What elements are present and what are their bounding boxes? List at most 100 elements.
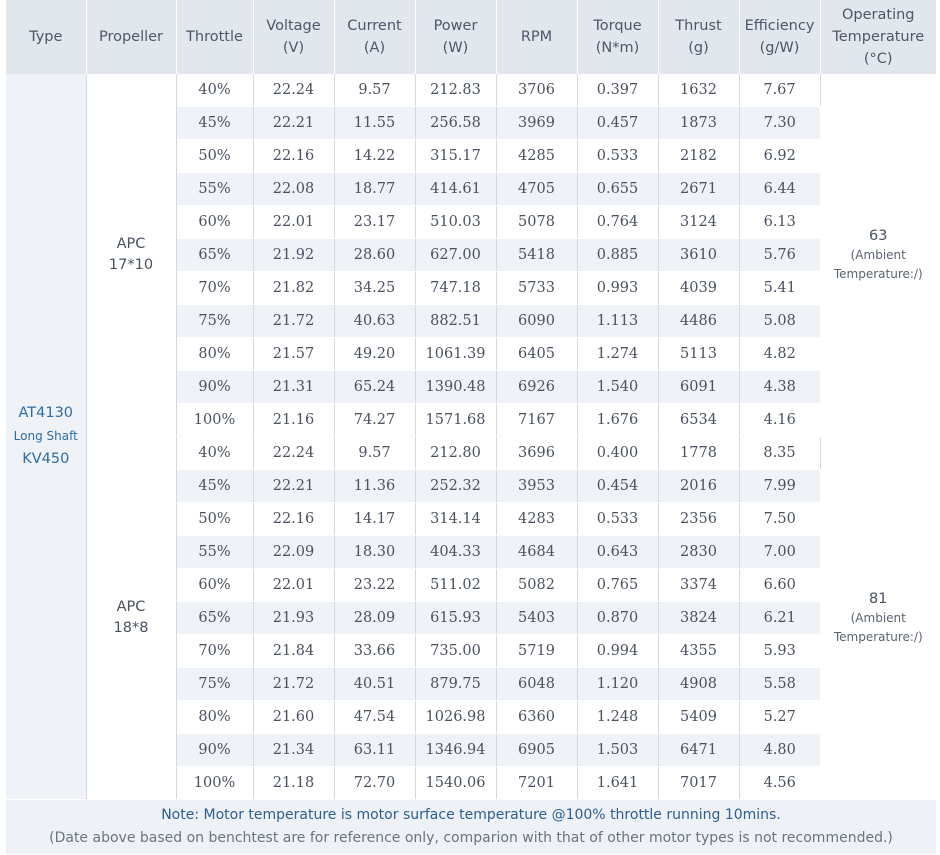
cell-torque: 0.457 bbox=[577, 106, 659, 140]
column-header-line: (N*m) bbox=[595, 40, 640, 56]
cell-efficiency: 6.44 bbox=[739, 172, 820, 206]
cell-current: 40.51 bbox=[334, 667, 416, 701]
cell-voltage: 21.60 bbox=[253, 700, 335, 734]
cell-thrust: 1778 bbox=[658, 436, 740, 470]
cell-torque: 1.120 bbox=[577, 667, 659, 701]
cell-thrust: 3610 bbox=[658, 238, 740, 272]
cell-thrust: 4908 bbox=[658, 667, 740, 701]
column-header-line: Efficiency bbox=[744, 18, 815, 34]
column-header-line: RPM bbox=[520, 29, 553, 45]
column-header-line: Throttle bbox=[186, 29, 243, 45]
cell-thrust: 5409 bbox=[658, 700, 740, 734]
cell-thrust: 2671 bbox=[658, 172, 740, 206]
cell-power: 735.00 bbox=[415, 634, 497, 668]
column-header-line: Temperature bbox=[832, 29, 925, 45]
cell-voltage: 21.57 bbox=[253, 337, 335, 371]
cell-rpm: 6405 bbox=[496, 337, 578, 371]
column-header-rpm: RPM bbox=[496, 0, 578, 74]
cell-rpm: 6048 bbox=[496, 667, 578, 701]
cell-throttle: 55% bbox=[176, 535, 254, 569]
cell-efficiency: 4.80 bbox=[739, 733, 820, 767]
cell-torque: 0.765 bbox=[577, 568, 659, 602]
cell-efficiency: 4.16 bbox=[739, 403, 820, 437]
table-row: 45% 22.21 11.55 256.58 3969 0.457 1873 7.30 bbox=[6, 106, 936, 140]
column-header-line: Torque bbox=[593, 18, 642, 34]
cell-rpm: 3696 bbox=[496, 436, 578, 470]
cell-power: 212.80 bbox=[415, 436, 497, 470]
propeller-line: APC bbox=[116, 236, 146, 252]
cell-power: 252.32 bbox=[415, 469, 497, 503]
cell-power: 404.33 bbox=[415, 535, 497, 569]
cell-rpm: 5078 bbox=[496, 205, 578, 239]
column-header-thrust: Thrust (g) bbox=[658, 0, 740, 74]
cell-rpm: 5719 bbox=[496, 634, 578, 668]
ambient-temperature-note: (Ambient bbox=[850, 610, 906, 625]
cell-torque: 0.764 bbox=[577, 205, 659, 239]
cell-efficiency: 5.58 bbox=[739, 667, 820, 701]
cell-throttle: 80% bbox=[176, 700, 254, 734]
cell-efficiency: 7.67 bbox=[739, 74, 821, 107]
cell-throttle: 80% bbox=[176, 337, 254, 371]
cell-efficiency: 7.00 bbox=[739, 535, 820, 569]
table-row: 45% 22.21 11.36 252.32 3953 0.454 2016 7.99 bbox=[6, 469, 936, 503]
cell-thrust: 2830 bbox=[658, 535, 740, 569]
propeller-line: 17*10 bbox=[108, 257, 154, 273]
table-row: 50% 22.16 14.17 314.14 4283 0.533 2356 7.50 bbox=[6, 502, 936, 536]
column-header-line: Propeller bbox=[98, 29, 164, 45]
ambient-temperature-note: Temperature:/) bbox=[833, 266, 923, 281]
cell-voltage: 21.92 bbox=[253, 238, 335, 272]
cell-voltage: 21.31 bbox=[253, 370, 335, 404]
cell-thrust: 4355 bbox=[658, 634, 740, 668]
table-row: 60% 22.01 23.22 511.02 5082 0.765 3374 6.60 bbox=[6, 568, 936, 602]
cell-throttle: 40% bbox=[176, 74, 254, 107]
cell-efficiency: 7.99 bbox=[739, 469, 820, 503]
cell-rpm: 6926 bbox=[496, 370, 578, 404]
column-header-type: Type bbox=[6, 0, 87, 74]
note-line-2: (Date above based on benchtest are for r… bbox=[49, 830, 893, 846]
cell-rpm: 3953 bbox=[496, 469, 578, 503]
cell-throttle: 50% bbox=[176, 502, 254, 536]
cell-power: 1026.98 bbox=[415, 700, 497, 734]
cell-thrust: 3374 bbox=[658, 568, 740, 602]
cell-power: 1390.48 bbox=[415, 370, 497, 404]
cell-throttle: 100% bbox=[176, 766, 254, 800]
cell-throttle: 75% bbox=[176, 304, 254, 338]
table-row: 60% 22.01 23.17 510.03 5078 0.764 3124 6.13 bbox=[6, 205, 936, 239]
cell-rpm: 5403 bbox=[496, 601, 578, 635]
cell-throttle: 65% bbox=[176, 601, 254, 635]
column-header-line: Type bbox=[29, 29, 63, 45]
column-header-line: (°C) bbox=[863, 51, 893, 67]
cell-rpm: 4285 bbox=[496, 139, 578, 173]
column-header-power: Power (W) bbox=[415, 0, 497, 74]
column-header-line: Voltage bbox=[266, 18, 321, 34]
cell-voltage: 22.01 bbox=[253, 205, 335, 239]
cell-rpm: 3969 bbox=[496, 106, 578, 140]
table-row: 100% 21.18 72.70 1540.06 7201 1.641 7017 4.56 bbox=[6, 766, 936, 800]
cell-current: 9.57 bbox=[334, 74, 416, 107]
motor-type-line: AT4130 bbox=[18, 405, 74, 421]
cell-throttle: 75% bbox=[176, 667, 254, 701]
cell-voltage: 21.18 bbox=[253, 766, 335, 800]
cell-torque: 0.454 bbox=[577, 469, 659, 503]
motor-test-table: Type Propeller Throttle Voltage (V) Current (A… bbox=[6, 0, 936, 855]
motor-type-line: Long Shaft bbox=[13, 429, 78, 443]
cell-rpm: 4705 bbox=[496, 172, 578, 206]
cell-rpm: 4684 bbox=[496, 535, 578, 569]
cell-power: 314.14 bbox=[415, 502, 497, 536]
table-row: APC 18*8 40% 22.24 9.57 212.80 3696 0.400 1778 8.… bbox=[6, 436, 936, 800]
cell-throttle: 55% bbox=[176, 172, 254, 206]
cell-current: 65.24 bbox=[334, 370, 416, 404]
cell-thrust: 1632 bbox=[658, 74, 740, 107]
table-row: 80% 21.60 47.54 1026.98 6360 1.248 5409 5.27 bbox=[6, 700, 936, 734]
cell-current: 9.57 bbox=[334, 436, 416, 470]
cell-efficiency: 6.13 bbox=[739, 205, 820, 239]
propeller-cell: APC 17*10 bbox=[86, 74, 177, 437]
cell-current: 40.63 bbox=[334, 304, 416, 338]
header-row: Type Propeller Throttle Voltage (V) Current (A… bbox=[6, 0, 936, 74]
cell-thrust: 3824 bbox=[658, 601, 740, 635]
cell-throttle: 70% bbox=[176, 634, 254, 668]
cell-power: 615.93 bbox=[415, 601, 497, 635]
cell-thrust: 6534 bbox=[658, 403, 740, 437]
table-row: 75% 21.72 40.51 879.75 6048 1.120 4908 5.58 bbox=[6, 667, 936, 701]
cell-power: 510.03 bbox=[415, 205, 497, 239]
